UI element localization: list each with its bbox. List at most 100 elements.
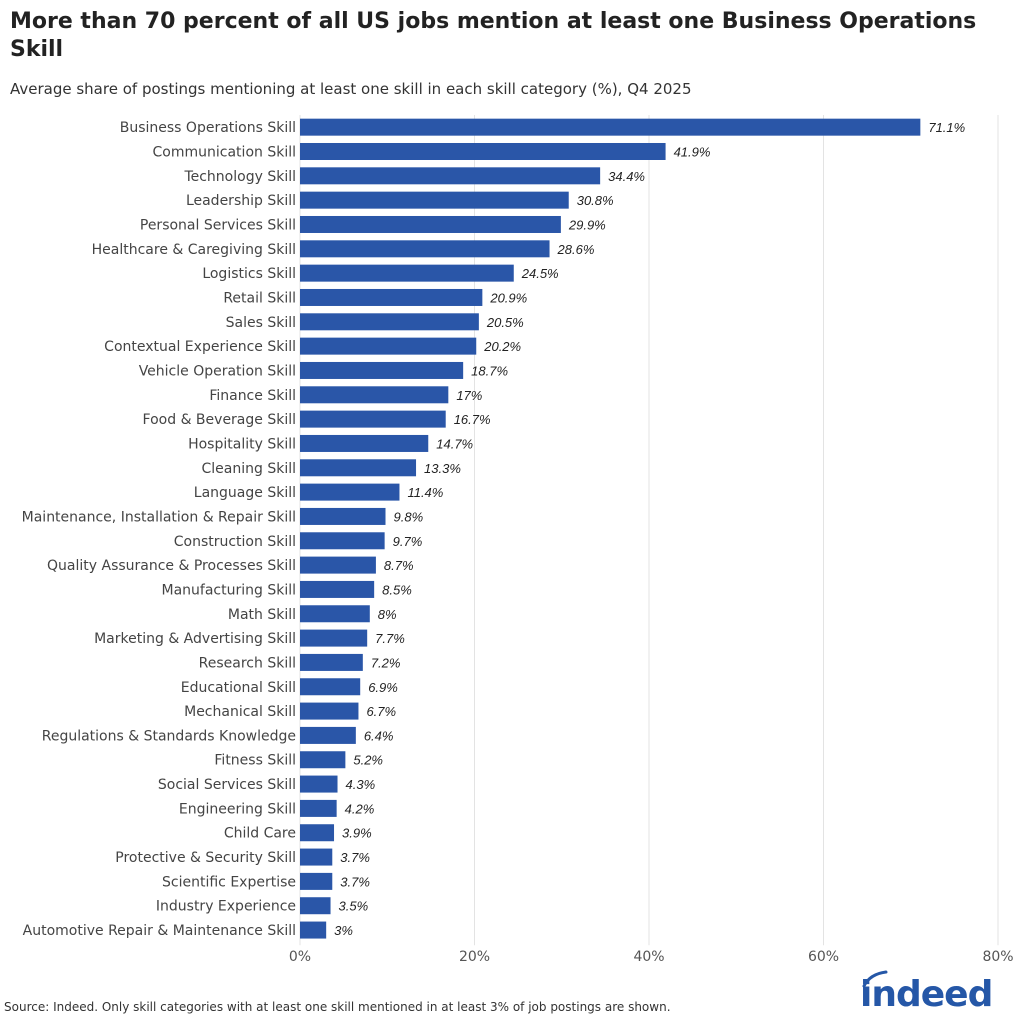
bar [300, 556, 376, 574]
bar [300, 507, 386, 525]
value-label: 6.4% [364, 728, 394, 743]
category-label: Quality Assurance & Processes Skill [47, 558, 296, 574]
bar [300, 240, 550, 258]
value-label: 11.4% [407, 485, 443, 500]
bar [300, 848, 333, 866]
value-label: 24.5% [521, 266, 559, 281]
bar [300, 483, 400, 501]
value-label: 7.7% [375, 631, 405, 646]
category-label: Hospitality Skill [188, 436, 296, 452]
category-label: Cleaning Skill [202, 461, 297, 477]
bar [300, 751, 346, 769]
category-label: Logistics Skill [202, 266, 296, 282]
bar [300, 191, 569, 209]
category-label: Scientific Expertise [162, 874, 296, 890]
category-label: Social Services Skill [158, 777, 296, 793]
bar [300, 605, 370, 623]
value-label: 3.7% [340, 850, 370, 865]
category-label: Sales Skill [226, 315, 296, 331]
value-label: 6.9% [368, 680, 398, 695]
bar [300, 580, 375, 598]
bar [300, 434, 429, 452]
bar [300, 726, 356, 744]
x-tick-label: 0% [289, 949, 311, 965]
bar [300, 410, 446, 428]
category-label: Manufacturing Skill [162, 582, 297, 598]
bar [300, 897, 331, 915]
value-label: 8% [378, 607, 397, 622]
bar [300, 629, 368, 647]
value-label: 3.7% [340, 874, 370, 889]
value-label: 16.7% [454, 412, 491, 427]
category-label: Maintenance, Installation & Repair Skill [22, 509, 296, 525]
category-label: Research Skill [199, 655, 296, 671]
category-label: Educational Skill [181, 680, 296, 696]
value-label: 13.3% [424, 461, 461, 476]
svg-text:indeed: indeed [860, 974, 992, 1015]
value-label: 17% [456, 388, 482, 403]
category-label: Automotive Repair & Maintenance Skill [23, 923, 296, 939]
x-tick-label: 60% [808, 949, 839, 965]
value-label: 6.7% [366, 704, 396, 719]
bar [300, 167, 601, 185]
bar-chart: 0% 20% 40% 60% 80% Business Operations Skill 7… [22, 115, 1014, 965]
value-label: 41.9% [674, 144, 711, 159]
category-label: Food & Beverage Skill [143, 412, 296, 428]
bar [300, 824, 335, 842]
indeed-logo: indeed [860, 968, 1000, 1027]
category-label: Child Care [224, 826, 296, 842]
value-label: 3% [334, 923, 353, 938]
value-label: 14.7% [436, 436, 473, 451]
value-label: 28.6% [557, 242, 595, 257]
value-label: 4.3% [346, 777, 376, 792]
category-label: Industry Experience [156, 899, 296, 915]
category-label: Healthcare & Caregiving Skill [92, 242, 296, 258]
chart-title: More than 70 percent of all US jobs ment… [10, 9, 977, 62]
value-label: 9.8% [394, 509, 424, 524]
bar [300, 118, 921, 136]
category-label: Fitness Skill [214, 753, 296, 769]
value-label: 9.7% [393, 534, 423, 549]
bar [300, 653, 363, 671]
bar [300, 142, 666, 160]
value-label: 7.2% [371, 655, 401, 670]
category-label: Math Skill [228, 607, 296, 623]
value-label: 4.2% [345, 801, 375, 816]
category-label: Technology Skill [183, 169, 296, 185]
value-label: 8.5% [382, 582, 412, 597]
bar [300, 872, 333, 890]
value-label: 29.9% [568, 217, 606, 232]
value-label: 20.9% [489, 290, 527, 305]
value-label: 34.4% [608, 169, 645, 184]
bar [300, 532, 385, 550]
value-label: 20.5% [486, 315, 524, 330]
bar [300, 361, 464, 379]
value-label: 8.7% [384, 558, 414, 573]
bar [300, 799, 337, 817]
value-label: 30.8% [577, 193, 614, 208]
category-label: Contextual Experience Skill [104, 339, 296, 355]
bar [300, 215, 561, 233]
category-label: Construction Skill [174, 534, 296, 550]
value-label: 5.2% [353, 753, 383, 768]
x-tick-label: 40% [633, 949, 664, 965]
bar [300, 678, 361, 696]
bar [300, 313, 479, 331]
category-label: Regulations & Standards Knowledge [42, 728, 296, 744]
bar [300, 921, 327, 939]
value-label: 18.7% [471, 363, 508, 378]
source-note: Source: Indeed. Only skill categories wi… [4, 1000, 671, 1014]
bar [300, 337, 477, 355]
category-label: Retail Skill [223, 290, 296, 306]
x-tick-label: 20% [459, 949, 490, 965]
value-label: 3.5% [339, 899, 369, 914]
category-label: Vehicle Operation Skill [139, 363, 296, 379]
category-label: Business Operations Skill [120, 120, 296, 136]
value-label: 20.2% [483, 339, 521, 354]
category-label: Communication Skill [153, 144, 296, 160]
bar [300, 264, 514, 282]
category-label: Language Skill [194, 485, 296, 501]
chart-subtitle: Average share of postings mentioning at … [10, 80, 692, 98]
bar [300, 288, 483, 306]
value-label: 71.1% [928, 120, 965, 135]
